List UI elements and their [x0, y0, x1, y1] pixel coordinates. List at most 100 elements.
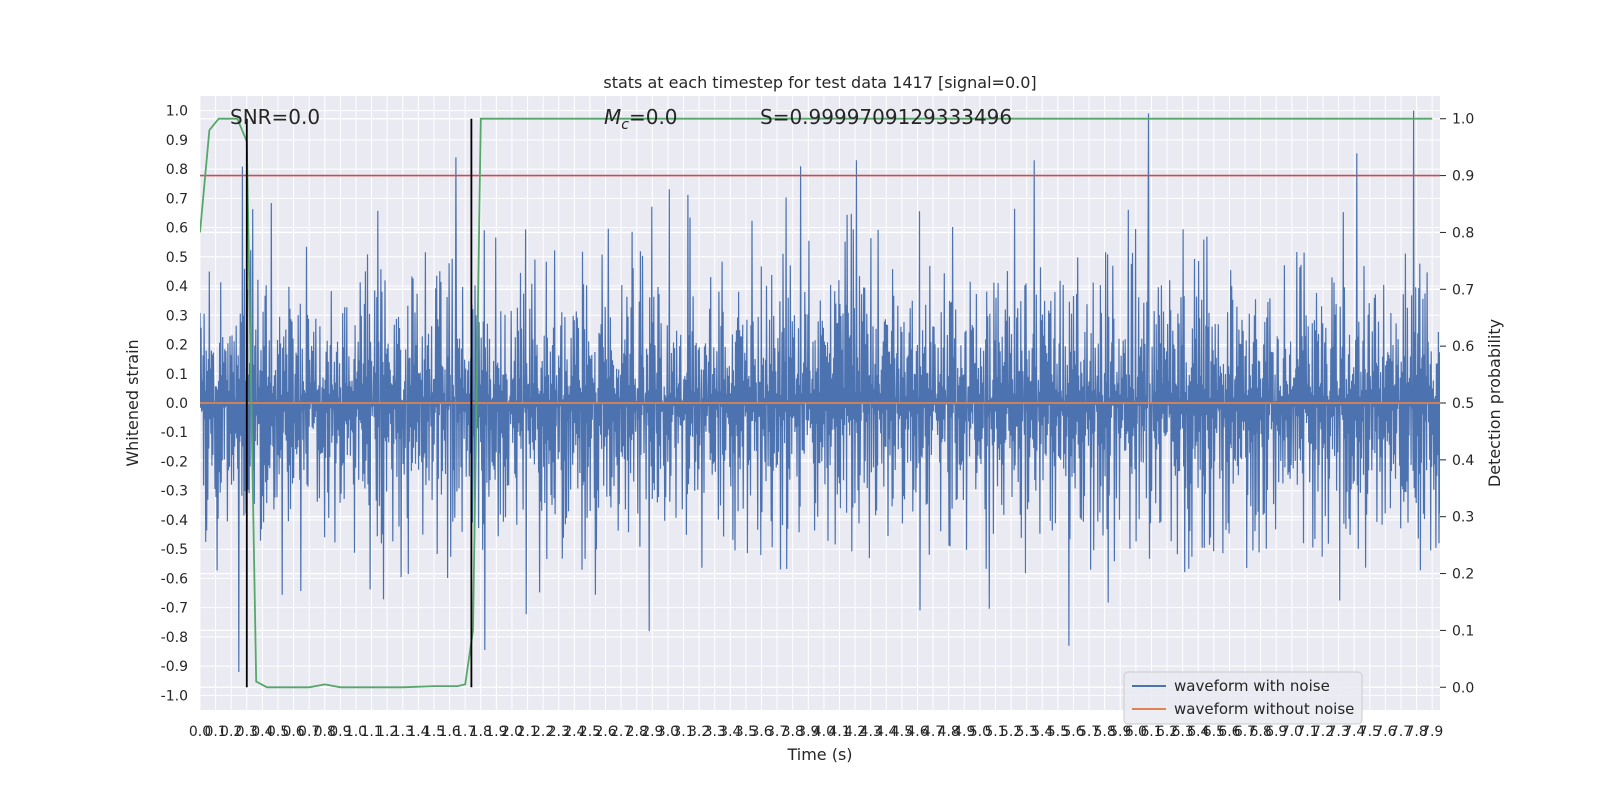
- y-tick-label-left: -1.0: [161, 688, 188, 704]
- y-tick-label-left: -0.1: [161, 425, 188, 441]
- y-tick-label-right: 0.0: [1452, 680, 1474, 696]
- y-tick-label-left: 0.6: [166, 221, 188, 237]
- chirp-mass-value: =0.0: [629, 105, 678, 129]
- x-tick-label: 7.8: [1405, 724, 1427, 740]
- y-tick-label-left: -0.7: [161, 601, 188, 617]
- y-tick-label-left: 0.8: [166, 162, 188, 178]
- legend-label-clean: waveform without noise: [1174, 700, 1354, 718]
- snr-annotation: SNR=0.0: [230, 105, 320, 129]
- x-tick-label: 5.5: [1047, 724, 1069, 740]
- x-tick-label: 0.3: [236, 724, 258, 740]
- x-tick-label: 3.5: [735, 724, 757, 740]
- y-tick-label-left: 0.5: [166, 250, 188, 266]
- x-tick-label: 3.1: [672, 724, 694, 740]
- y-tick-label-right: 0.8: [1452, 225, 1474, 241]
- y-right-tick-labels: 0.0 0.1 0.2 0.3 0.4 0.5 0.6 0.7 0.8 0.9 1.0: [1440, 112, 1474, 696]
- x-tick-label: 6.0: [1125, 724, 1147, 740]
- x-tick-label: 1.8: [470, 724, 492, 740]
- x-tick-label: 4.4: [875, 724, 897, 740]
- x-tick-label: 6.5: [1203, 724, 1225, 740]
- x-tick-label: 6.4: [1187, 724, 1209, 740]
- x-tick-label: 1.6: [438, 724, 460, 740]
- x-tick-label: 3.6: [750, 724, 772, 740]
- x-tick-label: 6.2: [1156, 724, 1178, 740]
- y-tick-label-left: 0.7: [166, 191, 188, 207]
- series-line-waveform-with-noise: [200, 110, 1440, 673]
- y-tick-label-left: 0.2: [166, 338, 188, 354]
- y-tick-label-left: 1.0: [166, 104, 188, 120]
- x-tick-label: 1.2: [376, 724, 398, 740]
- x-tick-label: 5.4: [1031, 724, 1053, 740]
- x-tick-label: 5.0: [969, 724, 991, 740]
- x-tick-label: 5.1: [984, 724, 1006, 740]
- x-tick-label: 0.0: [189, 724, 211, 740]
- y-tick-label-left: -0.6: [161, 571, 188, 587]
- y-axis-label-left: Whitened strain: [123, 339, 142, 466]
- x-tick-label: 7.4: [1343, 724, 1365, 740]
- score-annotation: S=0.9999709129333496: [760, 105, 1012, 129]
- x-tick-label: 4.9: [953, 724, 975, 740]
- y-tick-label-right: 0.2: [1452, 567, 1474, 583]
- y-left-tick-labels: -1.0 -0.9 -0.8 -0.7 -0.6 -0.5 -0.4 -0.3 -0.2 -0.1…: [161, 104, 188, 705]
- x-tick-label: 6.8: [1249, 724, 1271, 740]
- y-tick-label-left: -0.3: [161, 484, 188, 500]
- y-tick-label-left: -0.5: [161, 542, 188, 558]
- x-tick-label: 1.5: [423, 724, 445, 740]
- x-tick-label: 7.5: [1359, 724, 1381, 740]
- series-layer: [200, 110, 1440, 689]
- x-tick-label: 3.0: [657, 724, 679, 740]
- x-tick-label: 4.5: [891, 724, 913, 740]
- x-tick-label: 0.4: [251, 724, 273, 740]
- x-tick-label: 2.4: [563, 724, 585, 740]
- x-tick-label: 2.2: [532, 724, 554, 740]
- x-tick-label: 5.9: [1109, 724, 1131, 740]
- x-tick-label: 6.6: [1218, 724, 1240, 740]
- x-tick-label: 5.8: [1094, 724, 1116, 740]
- chirp-mass-symbol: M: [604, 105, 621, 129]
- x-tick-label: 4.7: [922, 724, 944, 740]
- x-tick-label: 4.2: [844, 724, 866, 740]
- x-tick-label: 2.8: [626, 724, 648, 740]
- x-tick-label: 2.7: [610, 724, 632, 740]
- x-tick-label: 3.3: [704, 724, 726, 740]
- x-tick-label: 2.1: [516, 724, 538, 740]
- x-tick-label: 4.3: [860, 724, 882, 740]
- x-tick-label: 4.6: [906, 724, 928, 740]
- y-tick-label-right: 1.0: [1452, 112, 1474, 128]
- x-tick-label: 0.1: [204, 724, 226, 740]
- x-tick-label: 5.7: [1078, 724, 1100, 740]
- x-tick-label: 3.8: [782, 724, 804, 740]
- x-tick-label: 4.1: [828, 724, 850, 740]
- chirp-mass-annotation: Mc=0.0: [604, 105, 678, 133]
- y-tick-label-left: 0.9: [166, 133, 188, 149]
- x-tick-label: 6.1: [1140, 724, 1162, 740]
- x-tick-label: 4.0: [813, 724, 835, 740]
- x-tick-label: 7.1: [1296, 724, 1318, 740]
- x-tick-label: 1.4: [407, 724, 429, 740]
- x-tick-label: 3.2: [688, 724, 710, 740]
- x-tick-label: 1.3: [392, 724, 414, 740]
- x-tick-label: 0.7: [298, 724, 320, 740]
- y-tick-label-left: 0.1: [166, 367, 188, 383]
- x-tick-label: 3.9: [797, 724, 819, 740]
- x-tick-label: 2.3: [548, 724, 570, 740]
- y-tick-label-left: 0.3: [166, 308, 188, 324]
- y-tick-label-right: 0.6: [1452, 339, 1474, 355]
- x-tick-label: 3.7: [766, 724, 788, 740]
- x-tick-label: 6.3: [1172, 724, 1194, 740]
- chart-title: stats at each timestep for test data 141…: [603, 73, 1036, 92]
- x-tick-label: 5.3: [1016, 724, 1038, 740]
- y-tick-label-right: 0.1: [1452, 623, 1474, 639]
- y-tick-label-right: 0.4: [1452, 453, 1474, 469]
- x-tick-label: 7.0: [1281, 724, 1303, 740]
- x-tick-label: 6.9: [1265, 724, 1287, 740]
- x-tick-label: 0.2: [220, 724, 242, 740]
- x-tick-label: 1.0: [345, 724, 367, 740]
- x-tick-label: 7.2: [1312, 724, 1334, 740]
- x-tick-label: 0.9: [329, 724, 351, 740]
- y-tick-label-left: -0.9: [161, 659, 188, 675]
- x-axis-label: Time (s): [786, 745, 852, 764]
- y-tick-label-left: -0.4: [161, 513, 188, 529]
- y-axis-label-right: Detection probability: [1485, 319, 1504, 487]
